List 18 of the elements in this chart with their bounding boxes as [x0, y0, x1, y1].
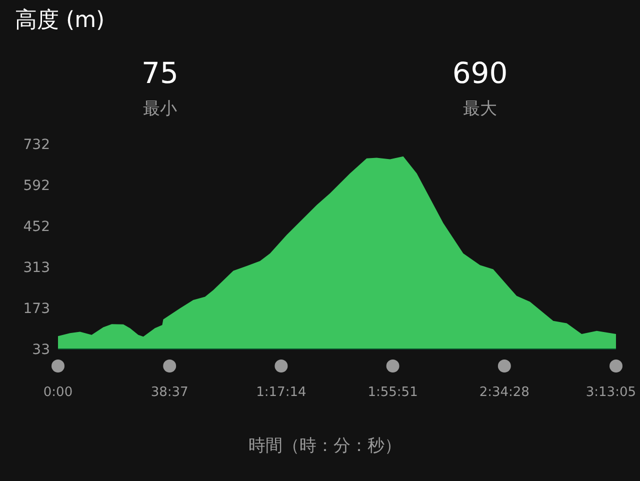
- x-tick-label: 0:00: [43, 385, 73, 400]
- x-tick-label: 1:55:51: [368, 385, 418, 400]
- x-tick-label: 1:17:14: [256, 385, 306, 400]
- y-tick-label: 313: [23, 260, 50, 276]
- x-axis-title: 時間（時：分：秒）: [248, 436, 402, 456]
- text: 最小: [143, 99, 177, 119]
- text: 690: [452, 56, 508, 90]
- y-tick-label: 173: [23, 300, 50, 317]
- y-tick-label: 452: [23, 219, 50, 236]
- chart-title: 高度 (m): [15, 8, 105, 33]
- text: 75: [142, 56, 178, 90]
- text: 最大: [463, 99, 497, 119]
- x-tick-label: 38:37: [150, 385, 188, 400]
- x-tick-label: 3:13:05: [586, 385, 636, 400]
- y-tick-label: 732: [23, 137, 50, 153]
- x-tick-label: 2:34:28: [479, 385, 530, 400]
- y-tick-label: 592: [23, 178, 50, 194]
- y-tick-label: 33: [32, 342, 50, 358]
